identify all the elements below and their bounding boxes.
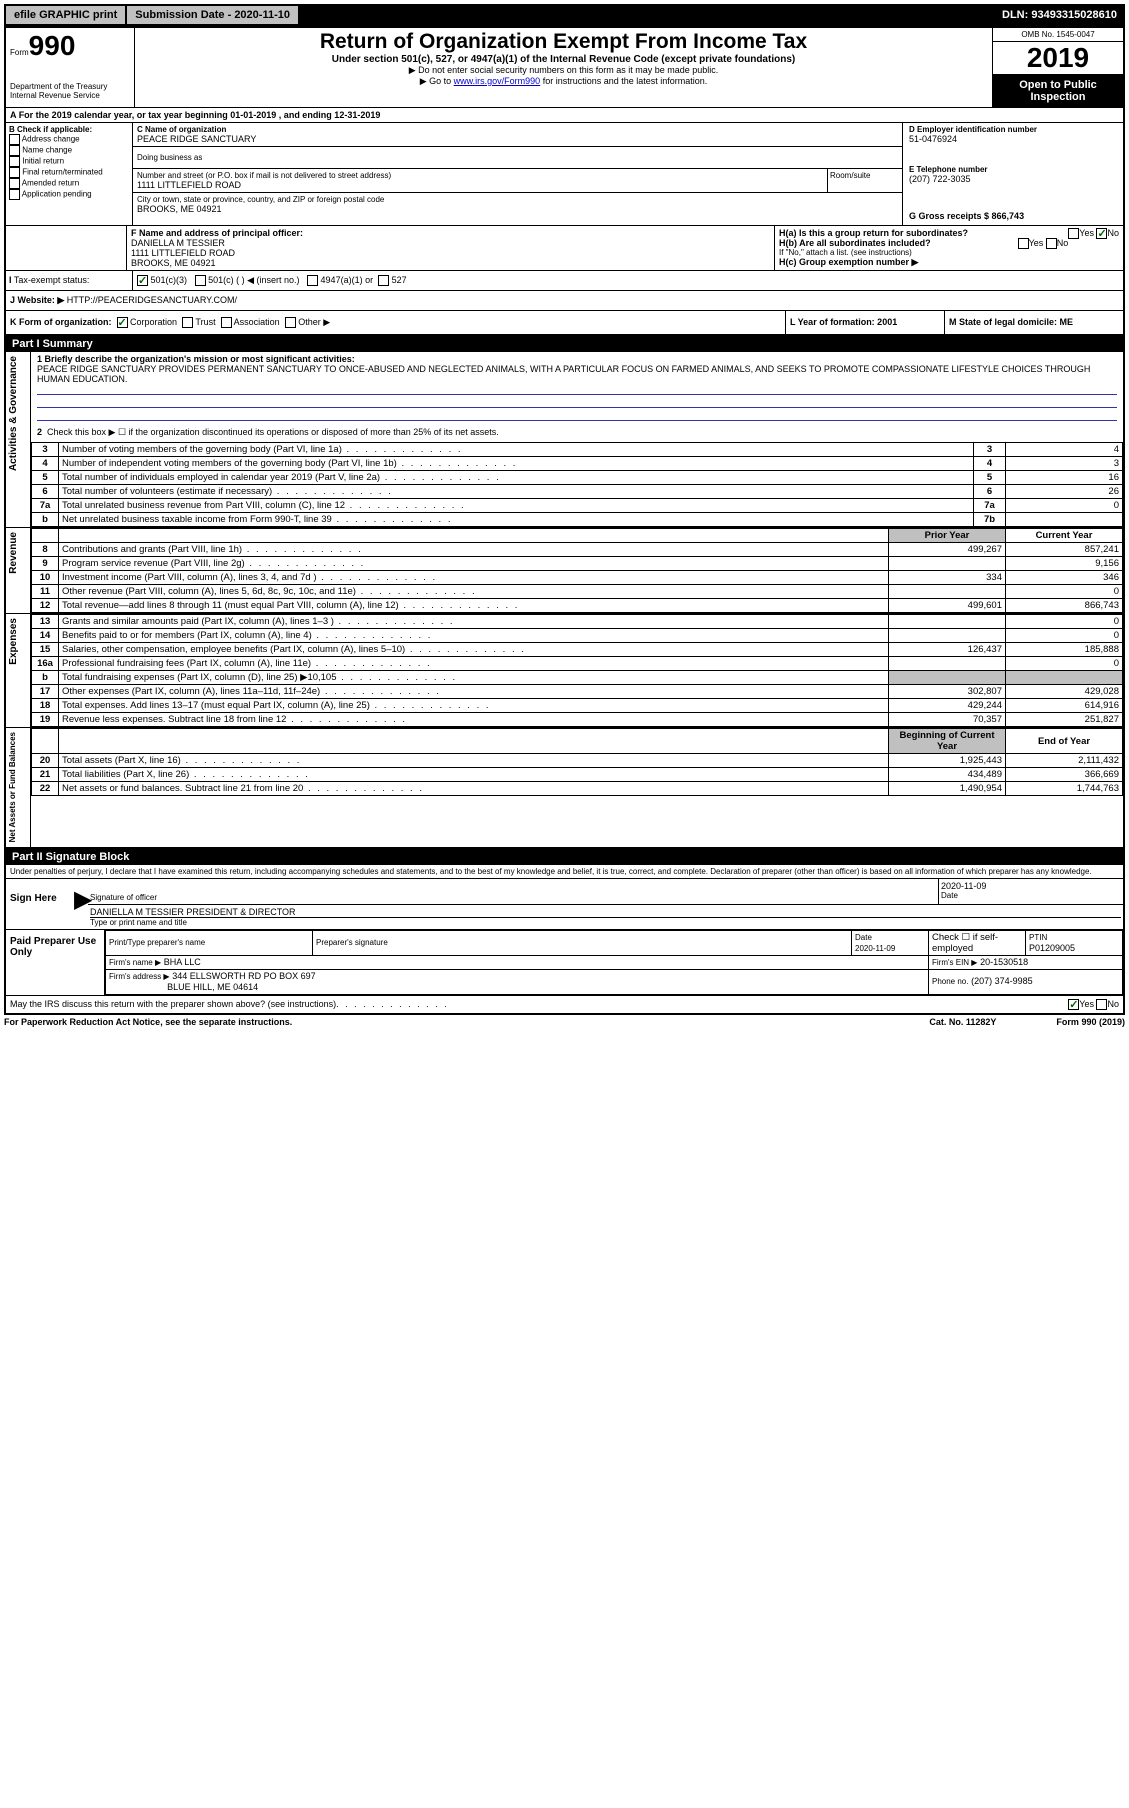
discuss-question: May the IRS discuss this return with the…	[10, 999, 336, 1010]
cat-no: Cat. No. 11282Y	[929, 1017, 996, 1027]
side-expenses: Expenses	[6, 614, 21, 669]
efile-button[interactable]: efile GRAPHIC print	[6, 6, 125, 24]
penalty-text: Under penalties of perjury, I declare th…	[6, 865, 1123, 878]
side-revenue: Revenue	[6, 528, 21, 578]
expenses-table: 13Grants and similar amounts paid (Part …	[31, 614, 1123, 727]
irs-link[interactable]: www.irs.gov/Form990	[454, 76, 541, 86]
box-k: K Form of organization: Corporation Trus…	[6, 311, 785, 334]
side-netassets: Net Assets or Fund Balances	[6, 728, 19, 846]
tax-year: A For the 2019 calendar year, or tax yea…	[6, 108, 1123, 123]
box-f: F Name and address of principal officer:…	[127, 226, 774, 270]
pra-notice: For Paperwork Reduction Act Notice, see …	[4, 1017, 292, 1027]
form-990: Form990 Department of the Treasury Inter…	[4, 26, 1125, 1015]
part1-header: Part I Summary	[6, 334, 1123, 352]
form-id-block: Form990 Department of the Treasury Inter…	[6, 28, 135, 107]
box-c: C Name of organization PEACE RIDGE SANCT…	[133, 123, 902, 225]
box-b: B Check if applicable: Address change Na…	[6, 123, 133, 225]
governance-table: 3Number of voting members of the governi…	[31, 442, 1123, 527]
sign-here: Sign Here	[6, 879, 74, 929]
box-h: H(a) Is this a group return for subordin…	[774, 226, 1123, 270]
paid-preparer: Paid Preparer Use Only	[6, 930, 104, 995]
taxexempt-label: I Tax-exempt status:	[6, 271, 133, 290]
box-l: L Year of formation: 2001	[785, 311, 944, 334]
form-footer: Form 990 (2019)	[1056, 1017, 1125, 1027]
top-bar: efile GRAPHIC print Submission Date - 20…	[4, 4, 1125, 26]
box-deg: D Employer identification number 51-0476…	[902, 123, 1123, 225]
box-j: J Website: ▶ HTTP://PEACERIDGESANCTUARY.…	[6, 290, 1123, 310]
501c3-check[interactable]	[137, 275, 148, 286]
form-title: Return of Organization Exempt From Incom…	[137, 30, 990, 54]
side-governance: Activities & Governance	[6, 352, 31, 527]
revenue-table: Prior Year Current Year 8Contributions a…	[31, 528, 1123, 613]
dln: DLN: 93493315028610	[1002, 9, 1123, 21]
mission-text: PEACE RIDGE SANCTUARY PROVIDES PERMANENT…	[37, 364, 1090, 384]
year-block: OMB No. 1545-0047 2019 Open to Public In…	[992, 28, 1123, 107]
box-m: M State of legal domicile: ME	[944, 311, 1123, 334]
netassets-table: Beginning of Current Year End of Year 20…	[31, 728, 1123, 796]
title-block: Return of Organization Exempt From Incom…	[135, 28, 992, 107]
submission-date: Submission Date - 2020-11-10	[127, 6, 298, 24]
part2-header: Part II Signature Block	[6, 847, 1123, 865]
discuss-no[interactable]	[1096, 999, 1107, 1010]
discuss-yes[interactable]	[1068, 999, 1079, 1010]
